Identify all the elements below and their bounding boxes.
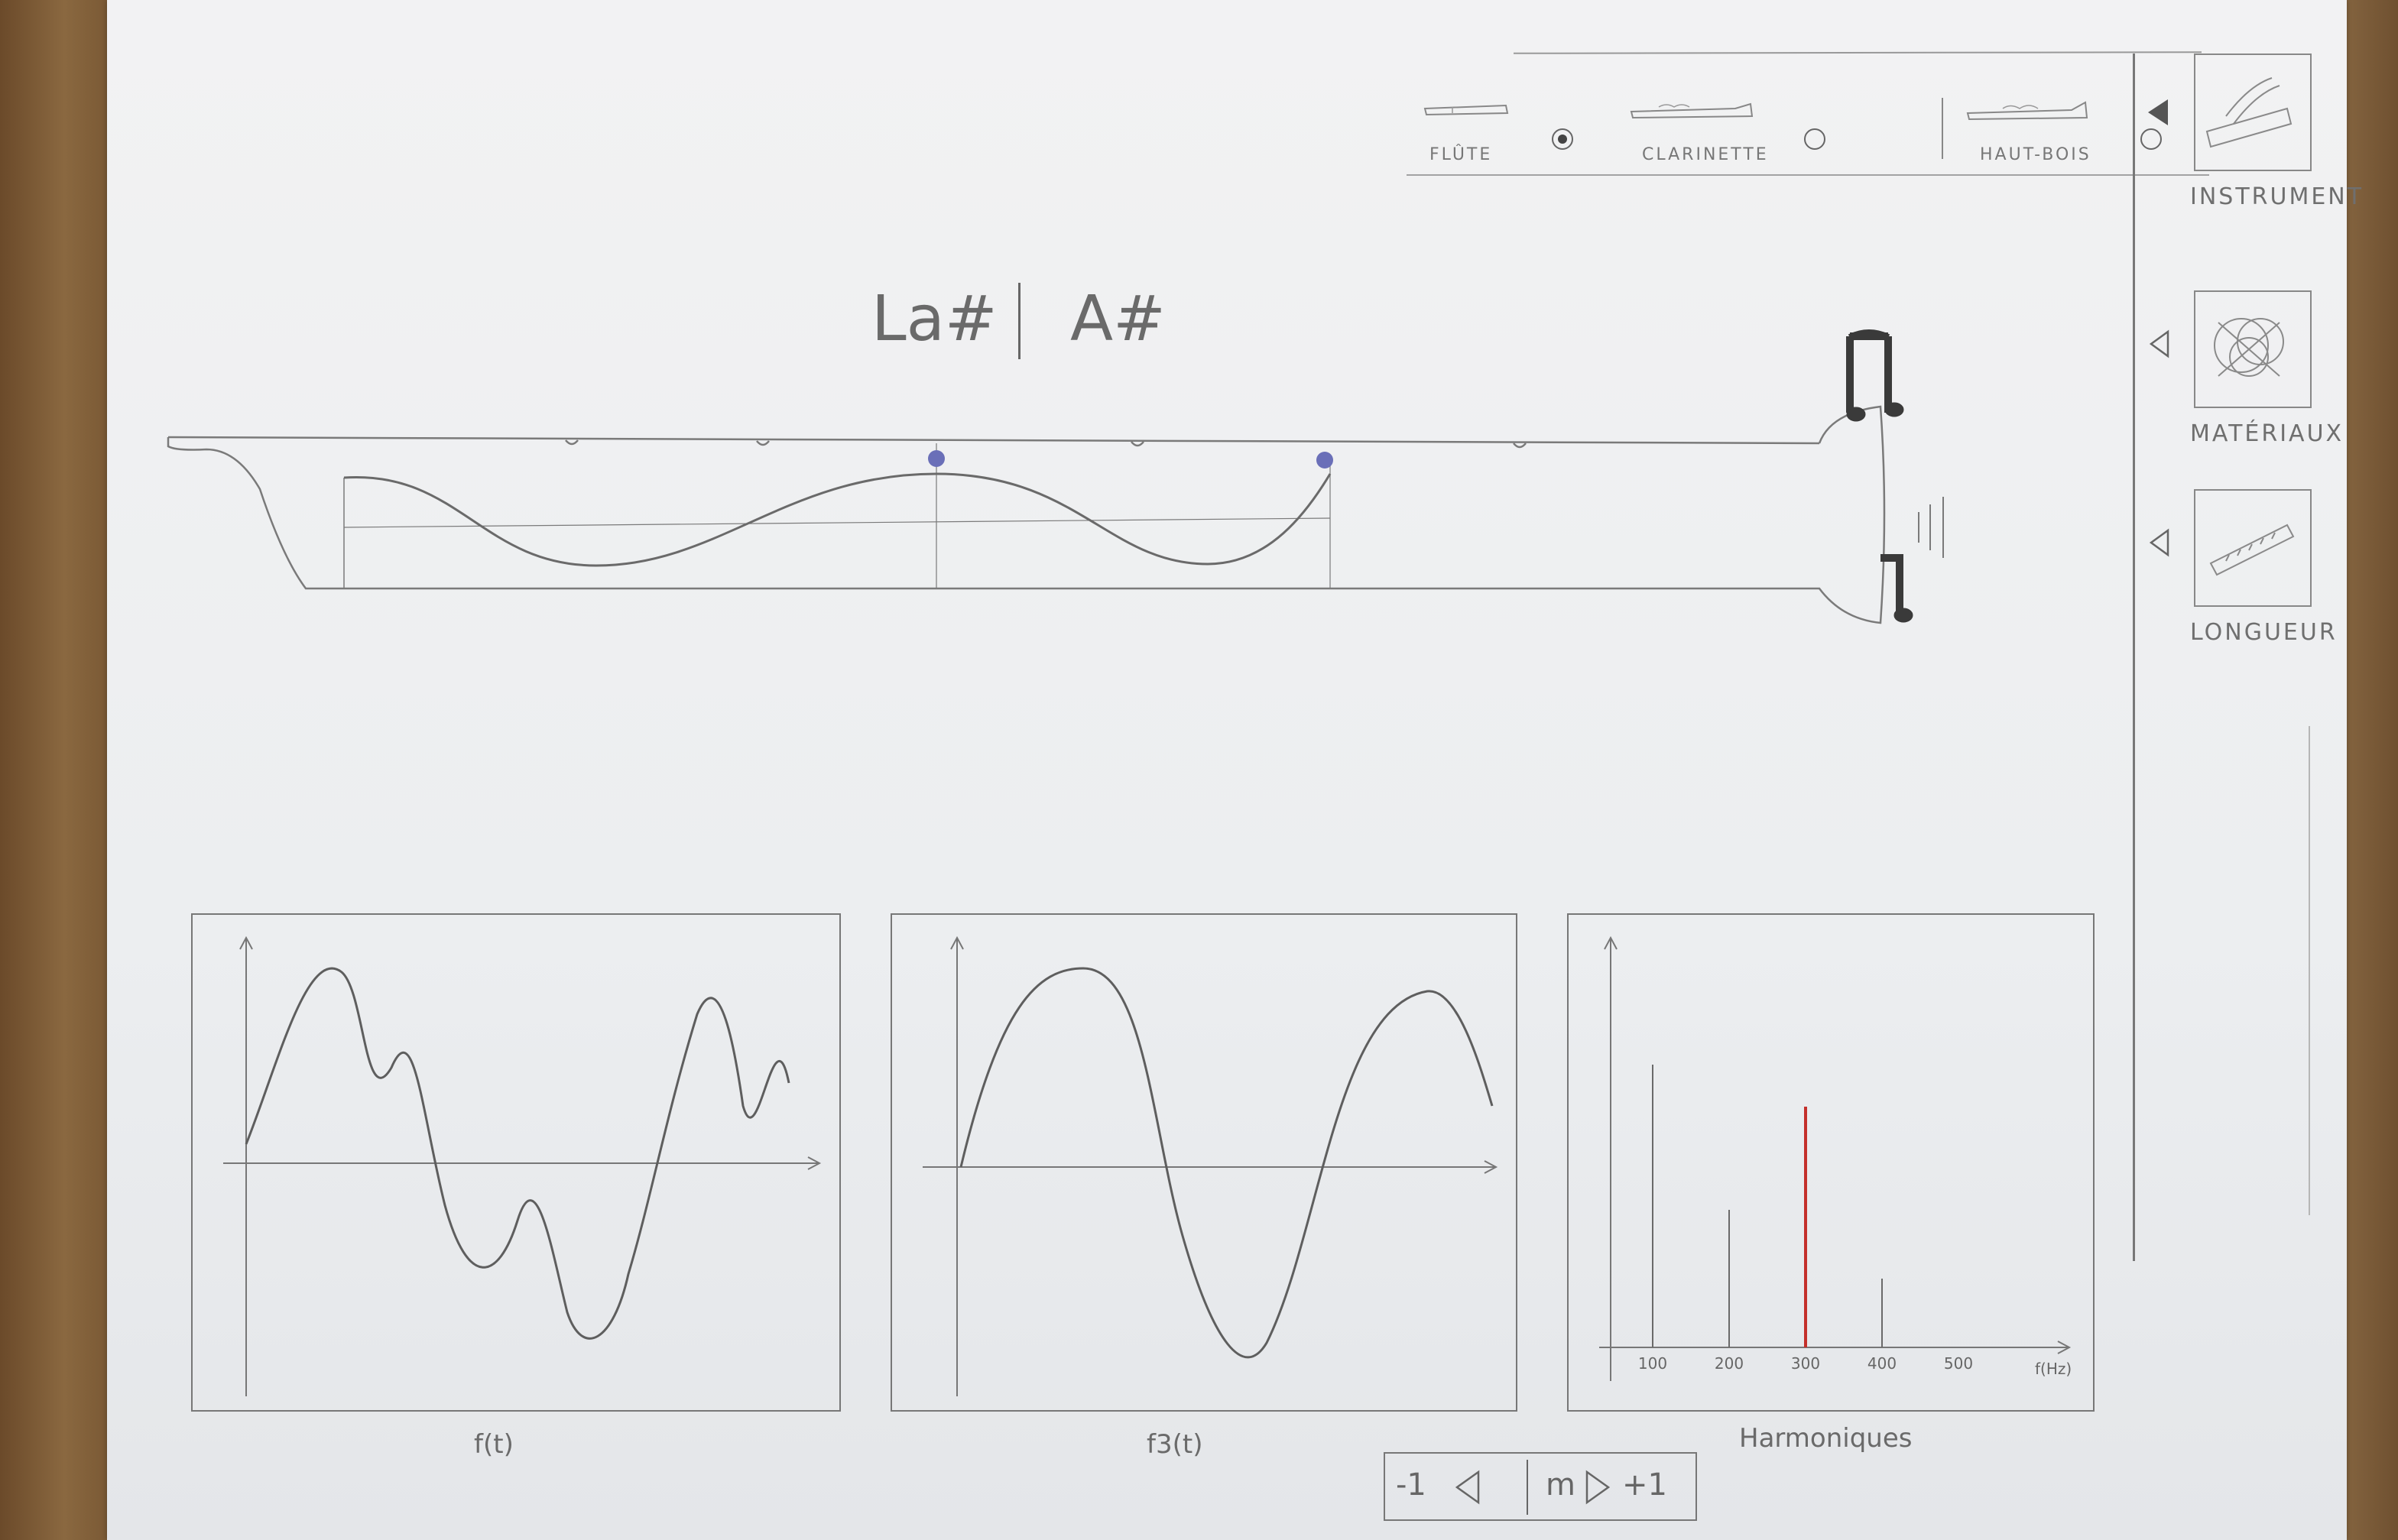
flute-icon bbox=[1423, 104, 1509, 116]
note-name-french: La# bbox=[871, 283, 998, 355]
instrument-label-flute: FLÛTE bbox=[1429, 145, 1493, 164]
x-tick-label: 400 bbox=[1867, 1354, 1897, 1373]
harmonics-plot: 100 200 300 400 500 bbox=[1599, 935, 2072, 1381]
desk-background-left bbox=[0, 0, 107, 1540]
radio-flute[interactable] bbox=[1552, 128, 1573, 150]
node-marker bbox=[928, 450, 945, 467]
harmonic-navigator: -1 m +1 bbox=[1384, 1452, 1697, 1521]
node-marker bbox=[1316, 452, 1333, 468]
length-thumbnail-icon bbox=[2194, 489, 2312, 607]
oboe-icon bbox=[1966, 101, 2088, 121]
x-tick-label: 100 bbox=[1638, 1354, 1667, 1373]
sketch-paper: FLÛTE CLARINETTE HAUT-BOIS La# A# bbox=[107, 0, 2361, 1540]
instrument-selector: FLÛTE CLARINETTE HAUT-BOIS bbox=[1407, 51, 2209, 182]
instrument-option-hautbois[interactable]: HAUT-BOIS bbox=[1965, 83, 2194, 167]
instrument-option-clarinette[interactable]: CLARINETTE bbox=[1628, 83, 1858, 167]
instrument-tube-diagram bbox=[167, 405, 1944, 624]
graph-f3 bbox=[891, 913, 1517, 1412]
harmonics-chart: 100 200 300 400 500 f(Hz) bbox=[1567, 913, 2095, 1412]
sidebar: INSTRUMENT MATÉRIAUX bbox=[2125, 53, 2361, 1276]
music-notes-icon bbox=[1846, 329, 1913, 623]
instrument-label-hautbois: HAUT-BOIS bbox=[1980, 145, 2091, 164]
harmonic-plus-label: +1 bbox=[1622, 1467, 1667, 1503]
sidebar-item-label: MATÉRIAUX bbox=[2190, 420, 2344, 447]
materials-thumbnail-icon bbox=[2194, 290, 2312, 408]
x-axis-label: f(Hz) bbox=[2035, 1360, 2072, 1378]
sidebar-item-longueur[interactable]: LONGUEUR bbox=[2148, 489, 2347, 673]
clarinet-icon bbox=[1630, 102, 1754, 119]
harmonics-caption: Harmoniques bbox=[1739, 1423, 1913, 1454]
graph-ft-plot bbox=[223, 935, 822, 1396]
sidebar-item-label: INSTRUMENT bbox=[2190, 183, 2364, 210]
note-display: La# A# bbox=[871, 283, 1330, 374]
prev-harmonic-button[interactable] bbox=[1452, 1469, 1483, 1506]
radio-hautbois[interactable] bbox=[2140, 128, 2162, 150]
x-tick-label: 300 bbox=[1791, 1354, 1820, 1373]
graph-ft bbox=[191, 913, 841, 1412]
divider bbox=[1942, 98, 1943, 159]
divider bbox=[1407, 174, 2209, 176]
next-harmonic-button[interactable] bbox=[1582, 1469, 1613, 1506]
instrument-option-flute[interactable]: FLÛTE bbox=[1422, 83, 1598, 167]
nav-separator bbox=[1527, 1460, 1528, 1515]
sidebar-item-instrument[interactable]: INSTRUMENT bbox=[2148, 53, 2361, 237]
selected-arrow-icon bbox=[2148, 99, 2168, 125]
divider bbox=[1513, 51, 2202, 54]
sidebar-item-materiaux[interactable]: MATÉRIAUX bbox=[2148, 290, 2347, 474]
instrument-label-clarinette: CLARINETTE bbox=[1642, 145, 1769, 164]
x-tick-label: 200 bbox=[1715, 1354, 1744, 1373]
collapsed-arrow-icon bbox=[2149, 329, 2169, 358]
sidebar-scrollbar[interactable] bbox=[2309, 726, 2318, 1215]
current-harmonic: m bbox=[1546, 1467, 1575, 1503]
graph-ft-caption: f(t) bbox=[474, 1429, 514, 1460]
x-tick-label: 500 bbox=[1944, 1354, 1973, 1373]
sidebar-item-label: LONGUEUR bbox=[2190, 619, 2338, 646]
graph-f3-caption: f3(t) bbox=[1147, 1429, 1203, 1460]
note-name-english: A# bbox=[1070, 283, 1166, 355]
instrument-thumbnail-icon bbox=[2194, 53, 2312, 171]
sidebar-divider bbox=[2133, 53, 2135, 1261]
collapsed-arrow-icon bbox=[2149, 528, 2169, 557]
radio-clarinette[interactable] bbox=[1804, 128, 1825, 150]
note-separator bbox=[1018, 283, 1021, 359]
graph-f3-plot bbox=[923, 935, 1498, 1396]
harmonic-minus-label: -1 bbox=[1396, 1467, 1426, 1503]
